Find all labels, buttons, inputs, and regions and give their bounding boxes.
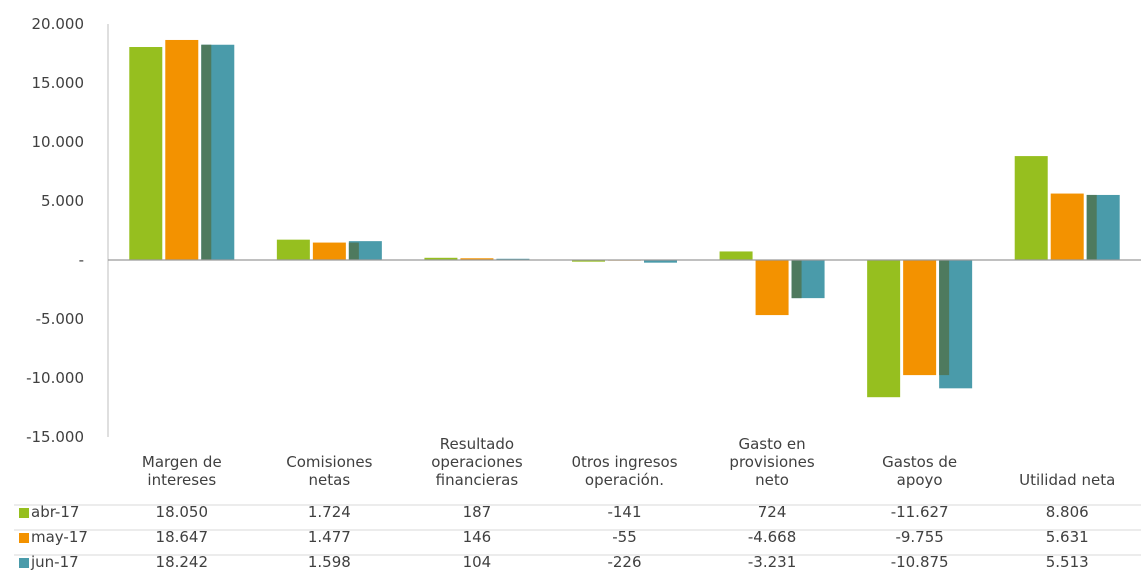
data-label: 104 [463,553,492,571]
data-label: 18.050 [156,503,209,521]
data-label: 724 [758,503,787,521]
legend-label: jun-17 [30,553,79,571]
category-label: operación. [585,471,664,489]
bar-jun-17 [644,260,677,263]
bar-abr-17 [572,260,605,262]
data-label: -10.875 [891,553,949,571]
y-tick-label: 15.000 [32,74,85,92]
bar-may-17 [903,260,937,376]
bar-overlap-shade [939,260,950,376]
data-label: -226 [607,553,641,571]
bar-may-17 [312,242,346,260]
bar-abr-17 [129,47,163,261]
bar-abr-17 [276,239,310,260]
data-label: -4.668 [748,528,796,546]
data-label: -3.231 [748,553,796,571]
category-label: apoyo [897,471,943,489]
data-label: 1.477 [308,528,351,546]
bar-may-17 [1050,193,1084,260]
data-label: 1.598 [308,553,351,571]
category-label: Comisiones [286,453,372,471]
category-label: Utilidad neta [1019,471,1115,489]
legend-label: may-17 [31,528,88,546]
bar-may-17 [165,39,199,261]
data-label: 146 [463,528,492,546]
data-label: -141 [607,503,641,521]
category-label: Gastos de [882,453,957,471]
category-label: provisiones [729,453,814,471]
data-label: -55 [612,528,637,546]
category-label: netas [309,471,351,489]
data-label: 18.242 [156,553,209,571]
y-tick-label: 10.000 [32,133,85,151]
data-label: -9.755 [895,528,943,546]
y-tick-label: - [79,251,84,269]
category-label: financieras [436,471,519,489]
bar-may-17 [460,258,494,260]
legend-swatch-jun-17 [19,558,29,568]
bar-jun-17 [496,258,530,260]
category-label: Margen de [142,453,222,471]
legend-swatch-abr-17 [19,508,29,518]
data-label: 5.513 [1046,553,1089,571]
bar-overlap-shade [1086,194,1097,260]
data-label: 1.724 [308,503,351,521]
bar-overlap-shade [201,44,212,260]
data-label: 18.647 [156,528,209,546]
bar-may-17 [755,260,789,316]
legend-swatch-may-17 [19,533,29,543]
data-label: 8.806 [1046,503,1089,521]
data-label: 5.631 [1046,528,1089,546]
category-label: Gasto en [738,435,805,453]
category-label: neto [755,471,789,489]
data-label: -11.627 [891,503,949,521]
y-tick-label: -15.000 [26,428,84,446]
y-tick-label: -10.000 [26,369,84,387]
legend-label: abr-17 [31,503,79,521]
data-label: 187 [463,503,492,521]
bar-abr-17 [719,251,753,260]
y-tick-label: 20.000 [32,15,85,33]
bar-abr-17 [424,257,458,260]
bar-overlap-shade [348,242,359,260]
category-label: intereses [147,471,216,489]
bar-abr-17 [1014,156,1048,260]
bar-abr-17 [867,260,901,398]
category-label: 0tros ingresos [571,453,677,471]
y-tick-label: -5.000 [36,310,84,328]
category-label: Resultado [440,435,514,453]
bar-overlap-shade [791,260,802,299]
y-tick-label: 5.000 [41,192,84,210]
category-label: operaciones [431,453,523,471]
